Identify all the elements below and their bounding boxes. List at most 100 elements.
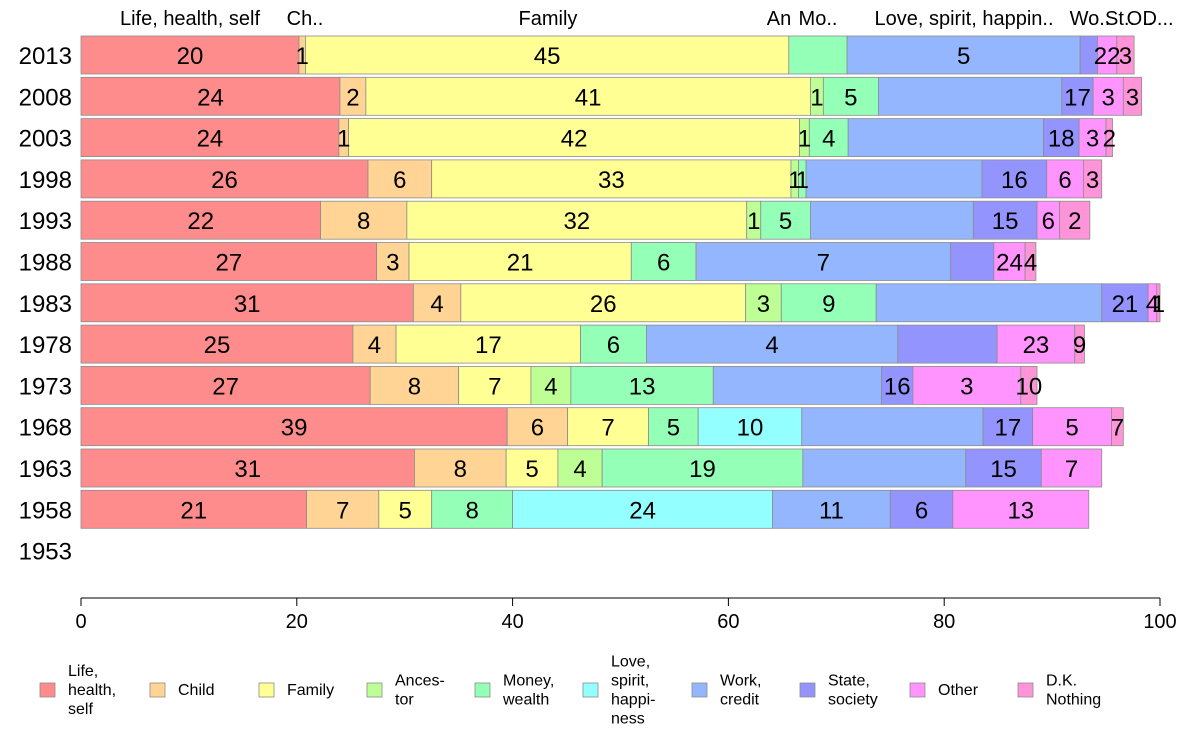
bar-data-label: 2: [1103, 126, 1116, 153]
bar-data-label: 6: [1058, 167, 1071, 194]
top-category-label: Family: [519, 8, 578, 30]
legend-label: Child: [178, 682, 214, 699]
legend-swatch: [1017, 682, 1034, 698]
bar-segment: [80, 365, 371, 405]
bar-segment: [1122, 76, 1143, 116]
bar-segment: [846, 35, 1081, 75]
legend-label: society: [828, 692, 878, 709]
legend-swatch: [149, 682, 166, 698]
bar-data-label: 3: [1086, 126, 1099, 153]
bar-segment: [1074, 324, 1085, 364]
bar-data-label: 42: [561, 126, 588, 153]
bar-segment: [996, 324, 1076, 364]
bar-segment: [1043, 118, 1080, 157]
bar-segment: [305, 35, 790, 75]
bar-segment: [557, 448, 603, 488]
bar-data-label: 4: [368, 332, 381, 359]
bar-data-label: 3: [1119, 43, 1132, 70]
bar-data-label: 10: [737, 415, 764, 442]
bar-data-label: 13: [629, 373, 656, 400]
legend-swatch: [39, 682, 56, 698]
legend-swatch: [691, 682, 708, 698]
bar-data-label: 7: [488, 373, 501, 400]
bar-data-label: 24: [629, 497, 656, 524]
bar-segment: [810, 200, 974, 240]
bar-segment: [965, 448, 1042, 488]
bar-data-label: 15: [990, 456, 1017, 483]
bar-segment: [1101, 283, 1149, 323]
bar-segment: [601, 448, 804, 488]
bar-data-label: 27: [212, 373, 239, 400]
bar-segment: [80, 283, 414, 323]
bar-segment: [369, 365, 460, 405]
bar-data-label: 17: [995, 415, 1022, 442]
bar-segment: [505, 448, 559, 488]
bar-data-label: 3: [1102, 84, 1115, 111]
legend-label: tor: [395, 692, 414, 709]
bar-segment: [630, 242, 697, 281]
bar-data-label: 11: [819, 497, 844, 524]
bar-data-label: 7: [817, 250, 830, 277]
bar-segment: [80, 242, 378, 281]
bar-segment: [822, 76, 879, 116]
bar-segment: [1061, 76, 1094, 116]
bar-data-label: 45: [534, 43, 561, 70]
legend-label: credit: [720, 692, 760, 709]
bar-segment: [877, 76, 1063, 116]
bar-segment: [80, 489, 307, 529]
top-category-label: Life, health, self: [120, 8, 261, 30]
bar-data-label: 6: [531, 415, 544, 442]
legend: Life, health, self Child Family Ances-tor Mone…: [39, 654, 1101, 728]
bar-segment: [847, 118, 1044, 157]
top-category-label: O..: [1127, 8, 1154, 30]
x-axis: 0 20 40 60 80 100: [75, 597, 1177, 633]
bar-data-label: 5: [1065, 415, 1078, 442]
bar-data-label: 31: [234, 291, 261, 318]
bar-segment: [801, 407, 984, 447]
legend-label: Ances-: [395, 673, 445, 690]
bar-data-label: 24: [197, 84, 224, 111]
bar-data-label: 4: [573, 456, 586, 483]
bar-data-label: 4: [822, 126, 835, 153]
bar-data-label: 6: [393, 167, 406, 194]
bar-data-label: 25: [204, 332, 231, 359]
bar-data-label: 5: [844, 84, 857, 111]
bar-data-label: 3: [757, 291, 770, 318]
bar-segment: [80, 200, 321, 240]
legend-label: Other: [938, 682, 979, 699]
y-tick-label: 1983: [19, 291, 72, 318]
x-tick-label: 60: [717, 611, 739, 633]
bar-data-label: 1: [798, 126, 811, 153]
bar-data-label: 24: [996, 250, 1023, 277]
bar-data-label: 7: [1065, 456, 1078, 483]
top-category-label: Mo..: [799, 8, 838, 30]
bar-segment: [897, 324, 998, 364]
bar-data-label: 7: [336, 497, 349, 524]
bar-data-label: 5: [957, 43, 970, 70]
bar-segment: [760, 200, 811, 240]
bar-data-label: 26: [590, 291, 617, 318]
bar-segment: [458, 365, 532, 405]
x-tick-label: 80: [933, 611, 955, 633]
bar-segment: [367, 159, 433, 199]
bar-segment: [889, 489, 954, 529]
legend-label: Work,: [720, 673, 761, 690]
bar-segment: [772, 489, 891, 529]
top-category-label: An: [767, 8, 791, 30]
bar-data-label: 8: [408, 373, 421, 400]
bar-data-label: 2: [346, 84, 359, 111]
bar-data-label: 1: [296, 43, 309, 70]
top-category-label: Wo..: [1070, 8, 1111, 30]
bar-segment: [414, 448, 507, 488]
y-tick-label: 2013: [19, 43, 72, 70]
bar-segment: [981, 159, 1048, 199]
bar-data-label: 39: [281, 415, 308, 442]
y-axis: 2013 2008 2003 1998 1993 1988 1983 1978 1973 1968…: [19, 43, 72, 566]
bar-segment: [648, 407, 699, 447]
bar-data-label: 1: [337, 126, 350, 153]
bar-segment: [1024, 242, 1037, 281]
bar-data-label: 20: [177, 43, 204, 70]
bar-segment: [697, 407, 803, 447]
bar-data-label: 1: [810, 84, 823, 111]
